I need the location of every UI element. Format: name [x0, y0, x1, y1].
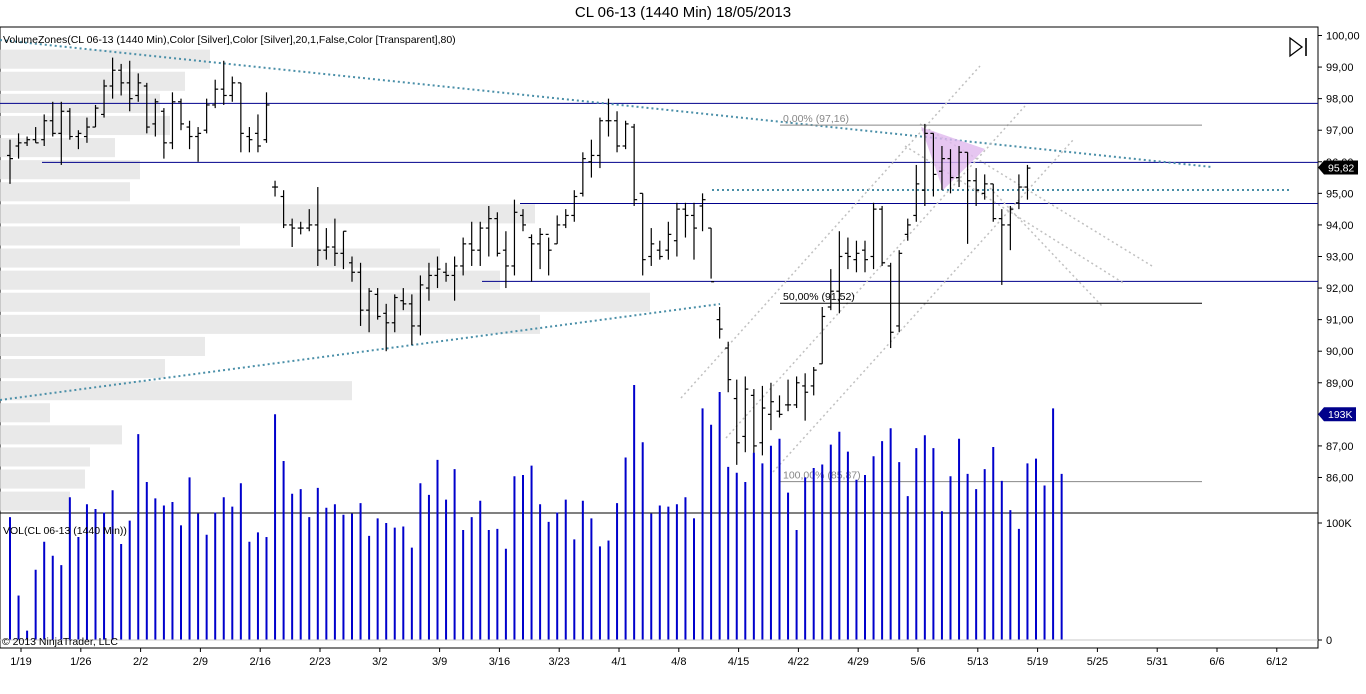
- volume-zone: [0, 204, 535, 224]
- volume-zone: [0, 292, 650, 312]
- time-tick-label: 4/15: [728, 656, 749, 668]
- volume-zone: [0, 381, 352, 401]
- volume-zone: [0, 336, 205, 357]
- fib-level-label: 50,00% (91,52): [783, 291, 855, 303]
- time-tick-label: 5/31: [1146, 656, 1167, 668]
- price-tick-label: 93,00: [1326, 251, 1354, 263]
- time-tick-label: 3/16: [489, 656, 510, 668]
- volume-zone: [0, 182, 130, 202]
- volume-zone: [0, 248, 440, 268]
- volume-zone: [0, 71, 185, 91]
- volume-tick-label: 0: [1326, 635, 1332, 647]
- last-volume-marker: 193K: [1318, 407, 1356, 422]
- ohlc-bars-layer: [7, 57, 1031, 481]
- time-tick-label: 3/2: [372, 656, 387, 668]
- time-tick-label: 4/8: [671, 656, 686, 668]
- highlight-triangle: [921, 127, 985, 190]
- volume-zone: [0, 314, 540, 334]
- price-tick-label: 86,00: [1326, 472, 1354, 484]
- volume-zone: [0, 469, 85, 489]
- time-tick-label: 5/19: [1027, 656, 1048, 668]
- volume-zone: [0, 270, 500, 290]
- volume-zone: [0, 403, 50, 423]
- price-tick-label: 100,00: [1326, 31, 1360, 43]
- volume-bars-layer: [9, 384, 1063, 640]
- time-tick-label: 2/2: [133, 656, 148, 668]
- time-tick-label: 2/16: [249, 656, 270, 668]
- volume-zone: [0, 160, 140, 180]
- last-price-label: 95,82: [1328, 162, 1354, 174]
- volume-zone: [0, 447, 90, 467]
- volume-zone: [0, 226, 240, 246]
- time-tick-label: 1/19: [10, 656, 31, 668]
- fib-level-label: 0,00% (97,16): [783, 113, 849, 125]
- time-tick-label: 6/12: [1266, 656, 1287, 668]
- indicator-label: VolumeZones(CL 06-13 (1440 Min),Color [S…: [3, 34, 456, 46]
- volume-zone: [0, 359, 165, 379]
- time-tick-label: 3/9: [432, 656, 447, 668]
- last-volume-label: 193K: [1328, 409, 1353, 421]
- price-tick-label: 90,00: [1326, 346, 1354, 358]
- time-tick-label: 4/29: [847, 656, 868, 668]
- volume-zone: [0, 138, 115, 158]
- time-tick-label: 6/6: [1209, 656, 1224, 668]
- time-tick-label: 1/26: [70, 656, 91, 668]
- price-tick-label: 98,00: [1326, 94, 1354, 106]
- time-tick-label: 5/25: [1087, 656, 1108, 668]
- last-price-marker: 95,82: [1318, 160, 1358, 175]
- volume-zones-layer: [0, 49, 650, 511]
- time-tick-label: 5/6: [910, 656, 925, 668]
- time-tick-label: 4/22: [788, 656, 809, 668]
- volume-zone: [0, 49, 210, 69]
- time-axis: 1/19 1/26 2/2 2/9 2/16 2/23 3/2 3/9 3/16 3/23 4/1 4…: [10, 648, 1288, 668]
- resistance-trendline: [0, 39, 1213, 168]
- support-trendline: [0, 303, 721, 401]
- time-tick-label: 2/23: [309, 656, 330, 668]
- time-tick-label: 3/23: [548, 656, 569, 668]
- time-tick-label: 4/1: [611, 656, 626, 668]
- scroll-to-end-icon[interactable]: [1286, 34, 1312, 60]
- copyright-text: © 2013 NinjaTrader, LLC: [2, 636, 118, 648]
- price-tick-label: 99,00: [1326, 62, 1354, 74]
- price-tick-label: 91,00: [1326, 315, 1354, 327]
- channel-line: [989, 187, 1103, 307]
- price-tick-label: 95,00: [1326, 188, 1354, 200]
- channel-line: [904, 145, 1126, 285]
- volume-zone: [0, 491, 70, 511]
- volume-zone: [0, 425, 122, 445]
- price-tick-label: 97,00: [1326, 125, 1354, 137]
- volume-zone: [0, 115, 170, 136]
- price-panel-frame: [0, 26, 1319, 514]
- price-tick-label: 89,00: [1326, 378, 1354, 390]
- time-tick-label: 5/13: [967, 656, 988, 668]
- price-tick-label: 92,00: [1326, 283, 1354, 295]
- chart-title: CL 06-13 (1440 Min) 18/05/2013: [574, 4, 792, 21]
- volume-tick-label: 100K: [1326, 518, 1352, 530]
- price-tick-label: 94,00: [1326, 220, 1354, 232]
- price-tick-label: 87,00: [1326, 441, 1354, 453]
- time-tick-label: 2/9: [193, 656, 208, 668]
- volume-axis: 0 100K: [0, 518, 1352, 647]
- horizontal-lines-layer: [0, 102, 1318, 282]
- volume-indicator-label: VOL(CL 06-13 (1440 Min)): [3, 525, 127, 537]
